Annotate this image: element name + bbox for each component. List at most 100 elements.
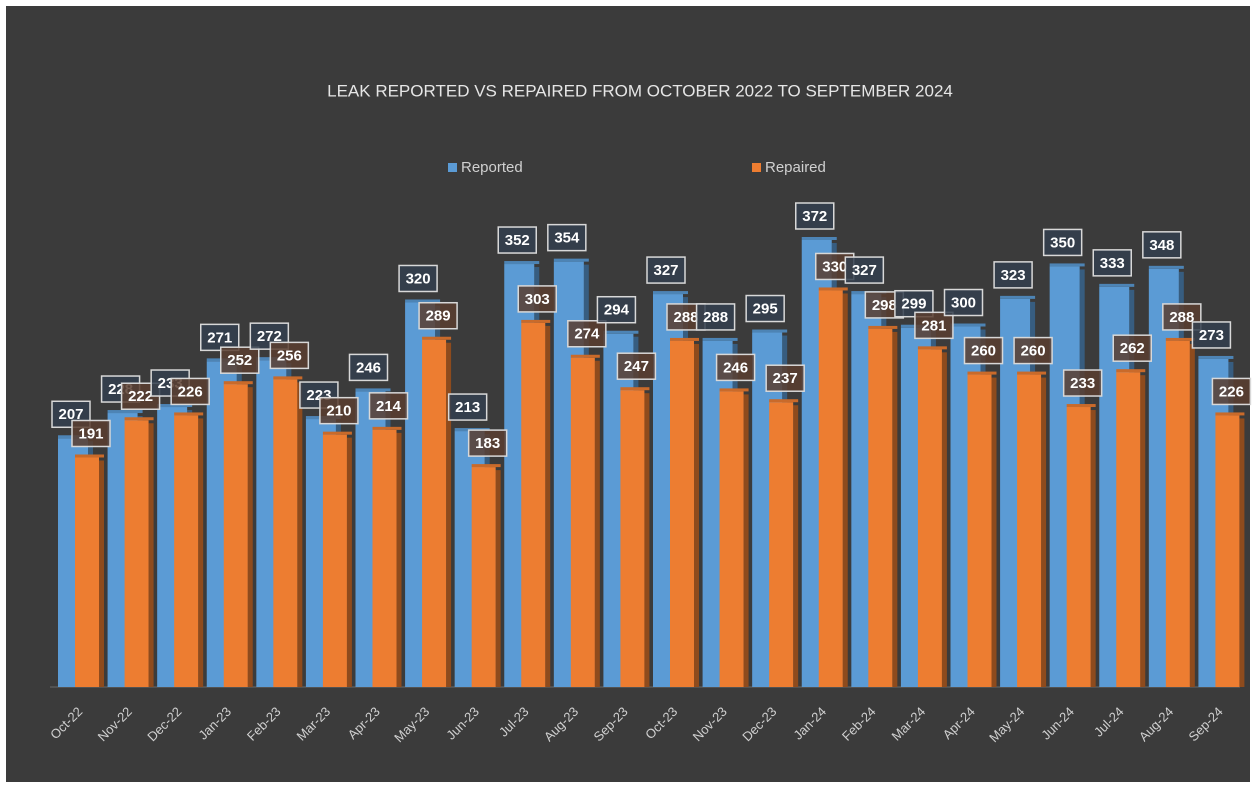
bar-side <box>346 437 352 687</box>
data-label: 210 <box>326 403 351 420</box>
data-label-box <box>695 303 736 331</box>
legend-swatch <box>448 163 457 172</box>
bar-top <box>107 410 143 414</box>
bar-top <box>950 323 986 327</box>
data-label: 246 <box>356 359 381 376</box>
bar-side <box>99 460 104 687</box>
data-label-box <box>745 294 785 323</box>
data-label-box <box>1013 336 1053 365</box>
bar-top <box>273 376 303 380</box>
data-label: 183 <box>475 435 500 452</box>
bar-top <box>75 454 104 458</box>
data-label: 323 <box>1001 267 1026 284</box>
bar-top <box>174 412 204 416</box>
bar-top <box>1148 265 1184 269</box>
data-label-box <box>616 352 657 380</box>
bar-side <box>495 470 501 687</box>
data-label-box <box>715 353 756 382</box>
data-label: 252 <box>227 352 252 369</box>
bar <box>124 420 149 687</box>
bar-side <box>1189 343 1195 687</box>
data-label-box <box>269 341 310 370</box>
bar-top <box>355 388 391 392</box>
bar <box>273 379 298 687</box>
data-label: 295 <box>753 300 778 317</box>
bar-side <box>1140 375 1146 687</box>
bar-top <box>818 287 848 291</box>
data-label: 237 <box>773 370 798 387</box>
bar-top <box>719 388 749 392</box>
bar <box>967 374 992 687</box>
data-label-box <box>319 396 359 425</box>
bar-top <box>967 371 997 375</box>
bar-top <box>1116 369 1146 373</box>
chart-title: LEAK REPORTED VS REPAIRED FROM OCTOBER 2… <box>327 81 953 100</box>
bar <box>223 384 248 687</box>
bar-top <box>372 426 402 430</box>
bar-side <box>941 352 947 687</box>
bar <box>670 340 694 687</box>
bar-top <box>653 291 688 295</box>
bar-top <box>521 319 551 323</box>
bar-top <box>702 337 738 341</box>
bar-top <box>1215 412 1245 416</box>
data-label: 348 <box>1149 237 1174 254</box>
bar-top <box>801 237 837 240</box>
bar <box>372 429 397 687</box>
bar-side <box>594 360 600 687</box>
data-label: 274 <box>574 326 600 343</box>
data-label: 226 <box>178 383 203 400</box>
legend-label: Reported <box>461 159 523 176</box>
data-label: 294 <box>604 302 630 319</box>
bar-top <box>553 258 589 262</box>
bar <box>818 290 843 687</box>
data-label-box <box>914 311 954 340</box>
data-label: 303 <box>525 291 550 308</box>
data-label-box <box>1062 369 1103 397</box>
bar <box>620 390 645 687</box>
data-label: 213 <box>455 399 480 416</box>
bar-top <box>1000 295 1036 299</box>
bar-top <box>124 417 154 421</box>
data-label-box <box>1042 228 1083 257</box>
data-label: 350 <box>1050 234 1075 251</box>
bar <box>1215 415 1240 687</box>
data-label-box <box>596 295 637 324</box>
data-label-box <box>200 323 240 352</box>
data-label: 352 <box>505 232 530 249</box>
data-label: 260 <box>1021 343 1046 360</box>
data-label: 372 <box>802 208 827 225</box>
data-label: 226 <box>1219 383 1244 400</box>
bar <box>1116 372 1141 687</box>
bar <box>917 349 942 687</box>
bar-top <box>670 337 699 341</box>
data-label: 289 <box>426 308 451 325</box>
bar-side <box>743 394 749 687</box>
data-label-box <box>1092 249 1132 277</box>
data-label: 233 <box>1070 375 1095 392</box>
data-label: 246 <box>723 359 748 376</box>
bar-top <box>1066 404 1096 408</box>
data-label: 273 <box>1199 327 1224 344</box>
bar-side <box>694 343 699 687</box>
bar-top <box>752 329 788 333</box>
data-label: 320 <box>406 270 431 287</box>
data-label-box <box>170 377 210 406</box>
bar-side <box>1090 410 1096 687</box>
bar-side <box>991 377 997 687</box>
bar-side <box>297 382 303 687</box>
bar-side <box>396 432 402 687</box>
bar-top <box>1165 337 1195 341</box>
data-label-box <box>1191 321 1232 349</box>
bar-top <box>504 261 540 265</box>
bar-top <box>322 431 352 435</box>
bar-top <box>405 299 441 303</box>
data-label: 214 <box>376 398 402 415</box>
bar-top <box>422 336 452 340</box>
data-label-box <box>795 202 835 230</box>
data-label: 191 <box>78 425 103 442</box>
bar <box>521 322 546 687</box>
data-label-box <box>368 392 409 420</box>
data-label: 354 <box>554 230 580 247</box>
